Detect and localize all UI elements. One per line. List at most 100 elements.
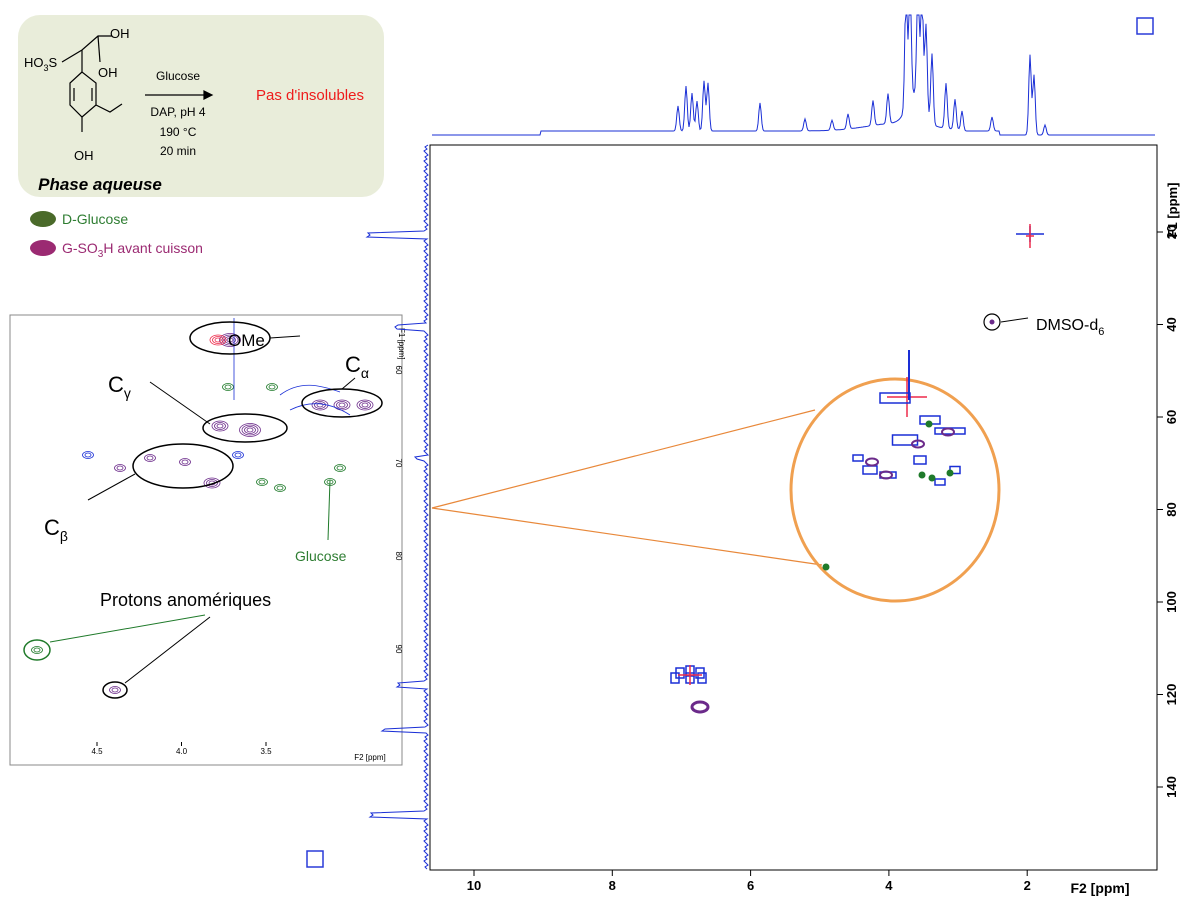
contour bbox=[226, 337, 234, 343]
inset-frame bbox=[9, 314, 403, 766]
contour bbox=[111, 687, 119, 693]
contour bbox=[276, 485, 284, 491]
y-tick-label: 90 bbox=[394, 645, 403, 654]
y-tick-label: 70 bbox=[394, 459, 403, 468]
phase-label: Phase aqueuse bbox=[38, 175, 162, 194]
y-tick-label: 60 bbox=[394, 366, 403, 375]
y-tick-label: 120 bbox=[1164, 684, 1179, 706]
subscript: γ bbox=[124, 385, 131, 401]
contour bbox=[82, 451, 94, 459]
y-tick-label: 60 bbox=[1164, 410, 1179, 424]
text: HO bbox=[24, 55, 44, 70]
contour bbox=[336, 465, 344, 471]
contour bbox=[84, 452, 92, 458]
main-plot: 10 8 6 4 2 20 40 60 80 100 120 140 bbox=[365, 14, 1179, 893]
contour bbox=[206, 479, 218, 487]
contour bbox=[359, 401, 371, 409]
annotation: DMSO-d6 bbox=[1036, 317, 1104, 338]
contour bbox=[31, 646, 43, 654]
subscript: 3 bbox=[44, 63, 49, 73]
contour bbox=[822, 563, 830, 571]
condition: 190 °C bbox=[160, 125, 197, 139]
axis-label: F1 [ppm] bbox=[1165, 183, 1180, 238]
subscript: 3 bbox=[98, 249, 104, 260]
contour bbox=[256, 478, 268, 486]
contour bbox=[279, 384, 351, 416]
x-tick-label: 6 bbox=[747, 878, 754, 893]
axis-label: F2 [ppm] bbox=[1070, 880, 1129, 896]
text: S bbox=[49, 55, 58, 70]
contour bbox=[928, 474, 936, 482]
oh-label: OH bbox=[74, 148, 94, 163]
annotation-circle bbox=[202, 413, 288, 443]
contour bbox=[244, 426, 256, 434]
contour bbox=[212, 336, 224, 344]
contour bbox=[109, 686, 121, 694]
contour bbox=[214, 422, 226, 430]
text: DMSO-d bbox=[1036, 317, 1098, 334]
annotation: Cα bbox=[345, 352, 369, 381]
projection-f1 bbox=[365, 144, 430, 870]
axis-label: F1 [ppm] bbox=[397, 328, 406, 360]
annotation: Cβ bbox=[44, 515, 68, 544]
molecule bbox=[61, 35, 214, 132]
contour bbox=[181, 459, 189, 465]
y-tick-label: 20 bbox=[1164, 225, 1179, 239]
leader bbox=[327, 479, 331, 541]
contour bbox=[234, 452, 242, 458]
contour bbox=[258, 479, 266, 485]
contour bbox=[989, 319, 995, 325]
contour bbox=[879, 392, 911, 404]
zoom-link bbox=[431, 507, 823, 566]
contour bbox=[221, 334, 239, 346]
legend-label: D-Glucose bbox=[62, 211, 128, 227]
x-tick-label: 8 bbox=[609, 878, 616, 893]
condition: 20 min bbox=[160, 144, 196, 158]
text: G-SO bbox=[62, 240, 98, 256]
y-tick-label: 100 bbox=[1164, 591, 1179, 613]
x-tick-label: 3.5 bbox=[260, 747, 272, 756]
condition: DAP, pH 4 bbox=[150, 105, 205, 119]
text: H avant cuisson bbox=[103, 240, 203, 256]
contour bbox=[211, 420, 229, 432]
projection-f2 bbox=[432, 14, 1155, 136]
annotation-circle bbox=[102, 681, 128, 699]
contour bbox=[934, 478, 946, 486]
so3h-label: HO3S bbox=[24, 55, 58, 73]
y-tick-label: 80 bbox=[394, 552, 403, 561]
marker-square bbox=[306, 850, 324, 868]
contour bbox=[209, 334, 227, 346]
contour bbox=[232, 451, 244, 459]
contour bbox=[144, 454, 156, 462]
contour bbox=[918, 471, 926, 479]
oh-label: OH bbox=[110, 26, 130, 41]
contour bbox=[338, 402, 346, 408]
contour bbox=[274, 484, 286, 492]
y-tick-label: 40 bbox=[1164, 317, 1179, 331]
subscript: α bbox=[361, 365, 369, 381]
contour bbox=[222, 383, 234, 391]
contour bbox=[33, 647, 41, 653]
axis-label: F2 [ppm] bbox=[354, 753, 386, 762]
legend-label: G-SO3H avant cuisson bbox=[62, 240, 203, 260]
x-tick-label: 4 bbox=[885, 878, 893, 893]
contour bbox=[224, 384, 232, 390]
contour bbox=[361, 402, 369, 408]
contour bbox=[214, 337, 222, 343]
annotation: Protons anomériques bbox=[100, 590, 271, 610]
contour bbox=[697, 672, 707, 684]
contour bbox=[911, 439, 925, 449]
scheme-box bbox=[18, 15, 384, 197]
annotation: OMe bbox=[228, 331, 265, 350]
contour bbox=[266, 383, 278, 391]
zoom-circle bbox=[789, 377, 1001, 603]
contour bbox=[334, 464, 346, 472]
contour bbox=[865, 457, 879, 467]
contour bbox=[852, 454, 864, 462]
leader bbox=[341, 377, 356, 390]
leader bbox=[269, 335, 301, 339]
contour bbox=[946, 469, 954, 477]
legend-swatch bbox=[30, 211, 56, 227]
contour bbox=[116, 465, 124, 471]
